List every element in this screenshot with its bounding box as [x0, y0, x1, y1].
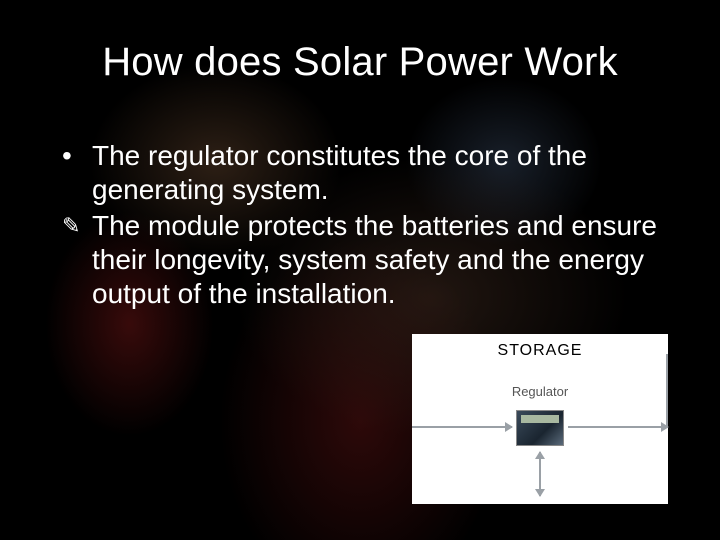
bullet-marker-dot-icon: •: [60, 139, 92, 173]
diagram-label-regulator: Regulator: [412, 384, 668, 399]
diagram-arrow-left: [412, 426, 512, 428]
bullet-text: The module protects the batteries and en…: [92, 209, 660, 311]
regulator-device-icon: [516, 410, 564, 446]
bullet-item: ✎ The module protects the batteries and …: [60, 209, 660, 311]
bullet-marker-pencil-icon: ✎: [60, 209, 92, 243]
slide-title: How does Solar Power Work: [60, 40, 660, 85]
diagram-label-storage: STORAGE: [412, 342, 668, 360]
slide: How does Solar Power Work • The regulato…: [0, 0, 720, 540]
bullet-text: The regulator constitutes the core of th…: [92, 139, 660, 207]
diagram-line-up: [666, 354, 668, 426]
diagram-arrow-right: [568, 426, 668, 428]
bullet-item: • The regulator constitutes the core of …: [60, 139, 660, 207]
storage-diagram: STORAGE Regulator: [412, 334, 668, 504]
slide-body: • The regulator constitutes the core of …: [60, 139, 660, 311]
diagram-arrow-vertical: [539, 452, 541, 496]
